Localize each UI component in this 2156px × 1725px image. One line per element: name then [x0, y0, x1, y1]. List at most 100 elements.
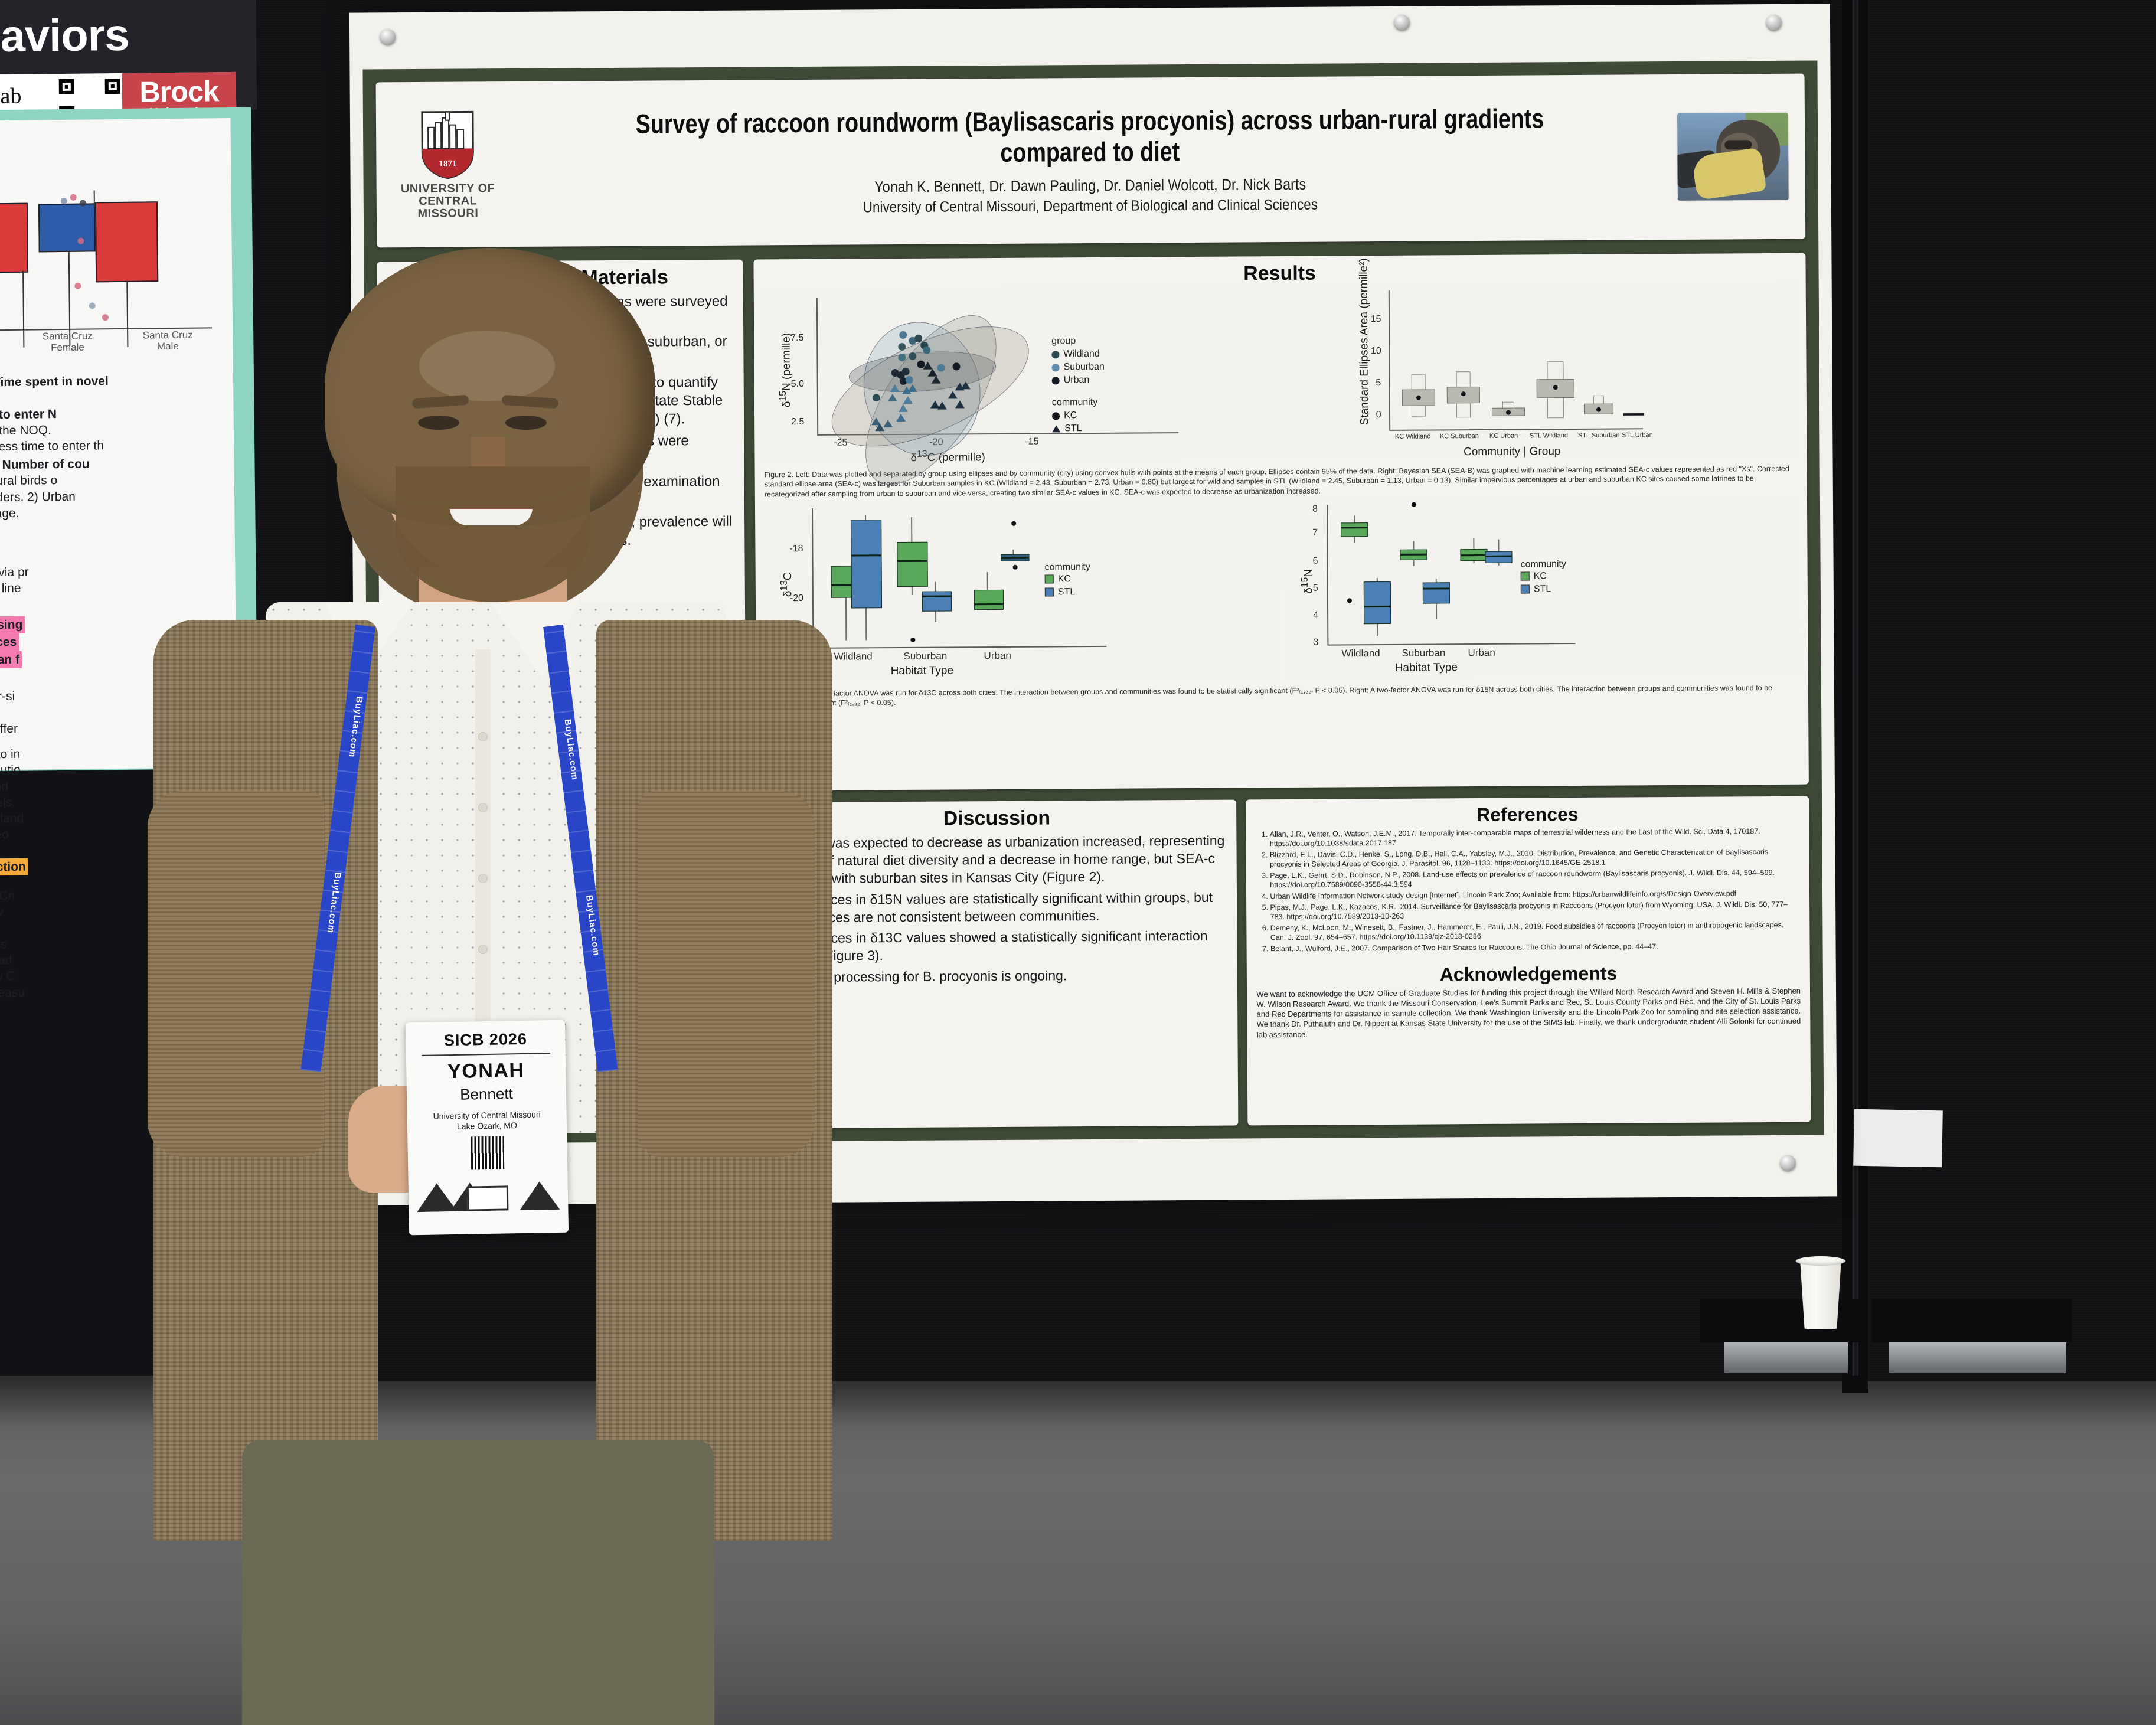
references-body: Allan, J.R., Venter, O., Watson, J.E.M.,… — [1246, 825, 1810, 963]
pushpin-icon — [1780, 1155, 1796, 1171]
box-stl-suburban-n — [1422, 582, 1450, 604]
mouth-smile — [450, 508, 533, 525]
poster-green-mat: 1871 UNIVERSITY OF CENTRAL MISSOURI Survey… — [362, 60, 1824, 1144]
conference-name-badge: SICB 2026 YONAH Bennett University of Ce… — [405, 1020, 569, 1236]
poster-board-right — [1868, 0, 2156, 1381]
poster-title-block: 1871 UNIVERSITY OF CENTRAL MISSOURI Survey… — [375, 73, 1806, 248]
paper-cup — [1800, 1259, 1841, 1329]
x-axis — [1389, 428, 1643, 431]
box-kc-urban — [974, 589, 1004, 610]
figure3-d13c-legend-kc: KC — [1044, 574, 1071, 584]
box-stl-wildland-n — [1363, 581, 1391, 624]
shirt-button — [478, 874, 488, 883]
sea-violin-kc-wildland — [1402, 374, 1435, 417]
sea-violin-stl-suburban — [1583, 395, 1613, 417]
box-stl-urban — [1001, 554, 1030, 561]
figure2-legend-wildland: Wildland — [1051, 349, 1100, 360]
cardigan-sleeve-left — [148, 791, 325, 1157]
neighbor-poster-title: ehaviors — [0, 9, 129, 62]
figure3-d15n-legend-stl: STL — [1520, 584, 1551, 594]
pushpin-icon — [1766, 14, 1782, 31]
figure2-legend-group-title: group — [1051, 336, 1076, 347]
board-foot-right — [1889, 1339, 2066, 1373]
reference-item: Allan, J.R., Venter, O., Watson, J.E.M.,… — [1270, 826, 1800, 848]
poster-authors: Yonah K. Bennett, Dr. Dawn Pauling, Dr. … — [874, 175, 1306, 196]
badge-first-name: YONAH — [447, 1058, 525, 1083]
lab-logo-line1: a Lab — [0, 83, 22, 109]
cardigan-right-panel — [596, 620, 832, 1541]
acknowledgements-body: We want to acknowledge the UCM Office of… — [1256, 986, 1801, 1039]
figure3-d15n-legend-kc: KC — [1520, 571, 1547, 581]
eye-left — [418, 416, 459, 430]
figure2-legend-community-title: community — [1051, 397, 1098, 408]
figure2-sea-xlabel: Community | Group — [1464, 445, 1561, 459]
pushpin-icon — [380, 29, 396, 45]
box-kc-wildland-n — [1341, 522, 1368, 537]
eye-right — [505, 416, 547, 430]
y-axis — [1388, 290, 1390, 430]
x-axis — [1327, 642, 1576, 646]
figure3-d15n-xlabel: Habitat Type — [1394, 661, 1458, 674]
figure2-legend-kc: KC — [1052, 410, 1077, 421]
beard — [396, 466, 590, 602]
ucm-shield-icon: 1871 — [420, 109, 476, 179]
box-stl-urban-n — [1485, 551, 1513, 563]
outlier-point — [1012, 564, 1018, 570]
references-heading: References — [1476, 803, 1579, 826]
sea-violin-stl-wildland — [1536, 361, 1574, 419]
poster-title-text: Survey of raccoon roundworm (Baylisascar… — [504, 103, 1677, 218]
shirt-button — [478, 803, 488, 812]
badge-last-name: Bennett — [459, 1084, 514, 1103]
pushpin-icon — [1394, 14, 1410, 30]
badge-qr-code-icon — [471, 1136, 505, 1170]
figure3-d13c-legend-stl: STL — [1044, 587, 1075, 597]
sea-violin-kc-urban — [1491, 401, 1525, 417]
figure2-sea-ylabel: Standard Ellipses Area (permille²) — [1357, 258, 1371, 426]
figure3-d13c-legend-title: community — [1044, 561, 1091, 573]
badge-city: Lake Ozark, MO — [456, 1120, 518, 1131]
figure3-d15n-ylabel: δ15N — [1299, 569, 1315, 594]
references-acknowledgements-card: References Allan, J.R., Venter, O., Wats… — [1246, 796, 1811, 1126]
box-kc-urban-n — [1460, 548, 1488, 561]
poster-title: Survey of raccoon roundworm (Baylisascar… — [635, 103, 1544, 168]
outlier-point — [1411, 502, 1416, 507]
forehead-highlight — [419, 331, 555, 401]
sea-violin-kc-suburban — [1446, 371, 1480, 418]
reference-item: Page, L.K., Gehrt, S.D., Robinson, N.P.,… — [1270, 868, 1800, 890]
outlier-point — [1011, 521, 1017, 526]
reference-item: Demeny, K., McLoon, M., Winesett, B., Fa… — [1270, 920, 1801, 942]
shirt-button — [478, 945, 488, 954]
neighbor-poster-header: ehaviors a Lab y - behavior Brock Univer… — [0, 0, 257, 128]
reference-item: Belant, J., Wulford, J.E., 2007. Compari… — [1270, 941, 1801, 953]
y-axis — [1326, 505, 1329, 645]
outlier-point — [1347, 598, 1352, 603]
badge-conference-name: SICB 2026 — [443, 1030, 528, 1050]
box-kc-suburban-n — [1400, 549, 1427, 560]
raccoon-photo — [1675, 111, 1790, 202]
badge-institution: University of Central Missouri — [433, 1109, 541, 1121]
figure2-legend-urban: Urban — [1051, 375, 1090, 385]
brock-logo-name: Brock — [139, 75, 219, 109]
board-base-right — [1871, 1299, 2072, 1342]
acknowledgements-heading: Acknowledgements — [1439, 962, 1618, 985]
badge-artwork — [413, 1171, 563, 1213]
reference-item: Blizzard, E.L., Davis, C.D., Henke, S., … — [1270, 847, 1800, 869]
svg-text:1871: 1871 — [439, 159, 456, 168]
sea-violin-stl-urban — [1622, 413, 1644, 417]
badge-divider — [421, 1053, 550, 1056]
shirt-button — [478, 732, 488, 741]
paper-sheet-on-board — [1853, 1109, 1943, 1168]
research-poster: 1871 UNIVERSITY OF CENTRAL MISSOURI Survey… — [349, 4, 1838, 1205]
figure3-d15n-legend-title: community — [1520, 558, 1567, 570]
figure2-legend-stl: STL — [1052, 423, 1082, 434]
cardigan-sleeve-right — [638, 791, 815, 1157]
person-presenter: BuyLiac.com BuyLiac.com BuyLiac.com BuyL… — [89, 213, 974, 1725]
figure2-legend-suburban: Suburban — [1051, 362, 1105, 373]
trousers — [242, 1440, 714, 1725]
figure2-sea-plot: 15 10 5 0 Standard Ellipses Area (permil… — [1344, 258, 1799, 459]
paper-cup-rim — [1796, 1256, 1845, 1266]
figure3-d15n-plot: 8 7 6 5 4 3 δ15N Habitat Type Wildland S… — [1283, 496, 1800, 677]
reference-item: Urban Wildlife Information Network study… — [1270, 888, 1800, 901]
board-leg — [1853, 0, 1858, 1376]
